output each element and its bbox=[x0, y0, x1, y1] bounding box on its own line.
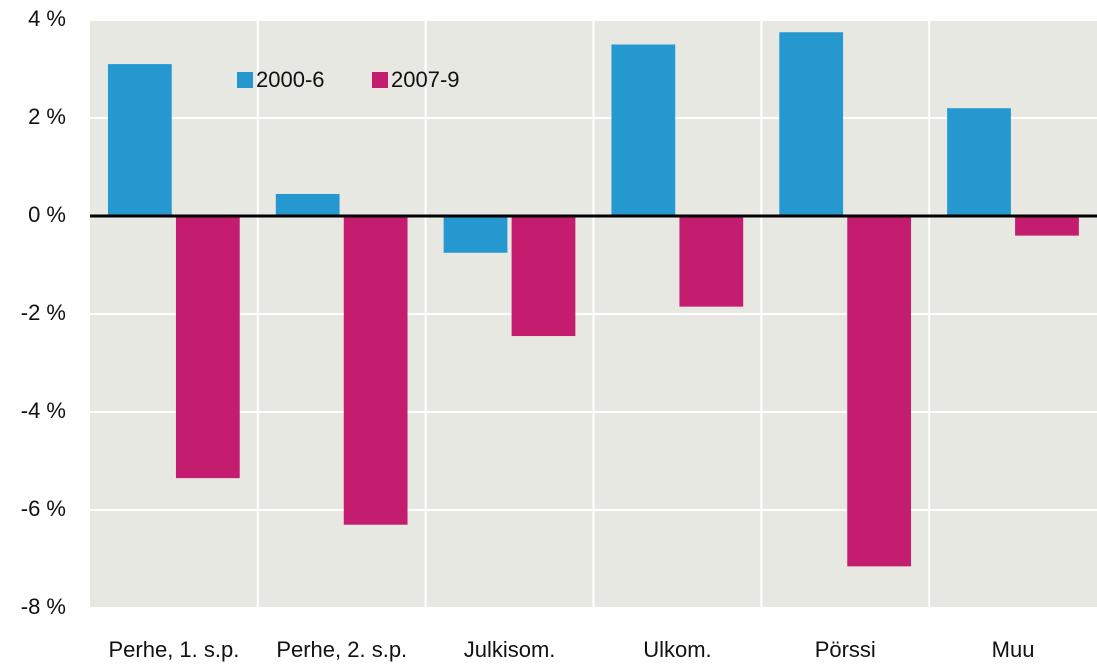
legend-swatch bbox=[237, 72, 253, 88]
bar bbox=[611, 44, 676, 216]
x-tick-label: Ulkom. bbox=[643, 637, 711, 662]
bar bbox=[847, 216, 912, 567]
bar bbox=[275, 193, 340, 216]
y-tick-label: 4 % bbox=[28, 6, 66, 31]
legend-swatch bbox=[372, 72, 388, 88]
bar bbox=[947, 108, 1011, 216]
y-tick-label: -4 % bbox=[21, 398, 66, 423]
bar bbox=[511, 216, 576, 337]
y-tick-label: 2 % bbox=[28, 104, 66, 129]
y-tick-label: -6 % bbox=[21, 496, 66, 521]
x-tick-label: Julkisom. bbox=[464, 637, 556, 662]
bar bbox=[679, 216, 744, 307]
bar bbox=[443, 216, 508, 253]
bar bbox=[175, 216, 240, 479]
legend-label: 2007-9 bbox=[391, 67, 460, 92]
y-tick-label: 0 % bbox=[28, 202, 66, 227]
bar bbox=[343, 216, 408, 525]
x-tick-label: Perhe, 2. s.p. bbox=[276, 637, 407, 662]
bar bbox=[1015, 216, 1079, 236]
x-tick-label: Pörssi bbox=[815, 637, 876, 662]
legend-label: 2000-6 bbox=[256, 67, 325, 92]
bar bbox=[107, 64, 172, 216]
y-tick-label: -2 % bbox=[21, 300, 66, 325]
x-tick-label: Perhe, 1. s.p. bbox=[108, 637, 239, 662]
x-tick-label: Muu bbox=[992, 637, 1035, 662]
bar bbox=[779, 32, 844, 216]
y-tick-label: -8 % bbox=[21, 594, 66, 619]
